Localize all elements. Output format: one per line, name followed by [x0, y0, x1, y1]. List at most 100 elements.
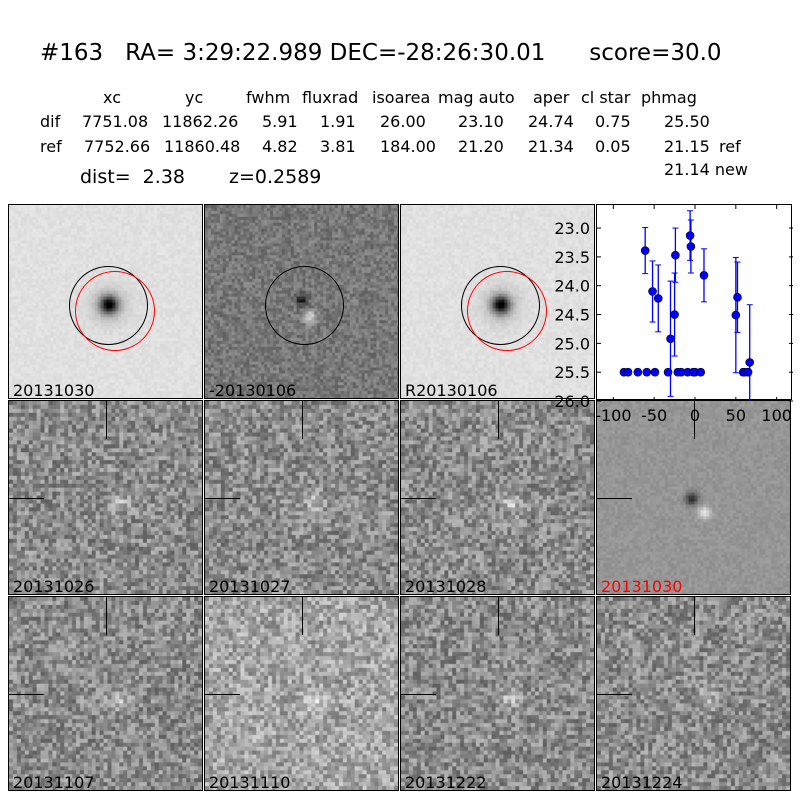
- col-header-phmag: phmag: [641, 88, 697, 107]
- data-point: [745, 358, 755, 367]
- cutout-image: [205, 401, 398, 594]
- light-curve-chart: 23.0 23.5 24.0 24.5 25.0 25.5 26.0 -100 -50 0 50 10…: [554, 204, 793, 425]
- col-header-aper: aper: [533, 88, 570, 107]
- data-point: [642, 367, 652, 377]
- panel-date-label: 20131030: [601, 577, 683, 595]
- table-cell: 21.15: [664, 137, 710, 156]
- crosshair-vertical: [302, 597, 303, 635]
- table-cell: 4.82: [262, 137, 298, 156]
- crosshair-vertical: [106, 401, 107, 439]
- figure-title: #163 RA= 3:29:22.989 DEC=-28:26:30.01 sc…: [40, 40, 722, 66]
- data-point: [731, 310, 741, 320]
- crosshair-vertical: [302, 401, 303, 439]
- table-cell: 21.34: [528, 137, 574, 156]
- cutout-panel: 20131030: [596, 400, 791, 595]
- col-header-isoarea: isoarea: [372, 88, 431, 107]
- cutout-panel: R20130106: [400, 204, 595, 399]
- x-tick-label: -50: [641, 406, 667, 425]
- crosshair-horizontal: [205, 694, 240, 695]
- cutout-image: [597, 401, 790, 594]
- data-point: [699, 271, 709, 280]
- cutout-image: [9, 401, 202, 594]
- data-point: [623, 367, 633, 377]
- table-cell: 25.50: [664, 112, 710, 131]
- panel-date-label: 20131028: [405, 577, 487, 595]
- row-suffix: ref: [719, 137, 741, 156]
- panel-date-label: R20130106: [405, 381, 498, 399]
- y-tick-label: 23.0: [554, 219, 590, 238]
- panel-date-label: -20130106: [209, 381, 297, 399]
- data-point: [650, 367, 660, 377]
- data-point: [743, 367, 753, 377]
- aperture-circle-red: [467, 271, 547, 351]
- light-curve-svg: 23.0 23.5 24.0 24.5 25.0 25.5 26.0 -100 -50 0 50 10…: [554, 205, 793, 425]
- row-label: dif: [40, 112, 61, 131]
- y-tick-label: 25.5: [554, 363, 590, 382]
- cutout-image: [401, 597, 594, 790]
- table-cell: 24.74: [528, 112, 574, 131]
- table-cell: 21.20: [458, 137, 504, 156]
- cutout-panel: 20131030: [8, 204, 203, 399]
- table-cell: 184.00: [380, 137, 436, 156]
- cutout-panel: 20131026: [8, 400, 203, 595]
- crosshair-horizontal: [401, 694, 436, 695]
- data-point: [733, 292, 742, 302]
- cutout-image: [205, 597, 398, 790]
- crosshair-vertical: [498, 597, 499, 635]
- crosshair-vertical: [694, 401, 695, 439]
- data-point: [653, 294, 663, 303]
- x-tick-label: 50: [726, 406, 746, 425]
- table-cell: 0.05: [595, 137, 631, 156]
- cutout-image: [401, 401, 594, 594]
- crosshair-horizontal: [401, 498, 436, 499]
- cutout-image: [597, 597, 790, 790]
- table-cell: 1.91: [320, 112, 356, 131]
- x-tick-label: 0: [690, 406, 700, 425]
- table-cell: 5.91: [262, 112, 298, 131]
- table-cell: 23.10: [458, 112, 504, 131]
- crosshair-horizontal: [9, 498, 44, 499]
- table-cell: 0.75: [595, 112, 631, 131]
- cutout-panel: 20131027: [204, 400, 399, 595]
- table-cell: 11862.26: [162, 112, 239, 131]
- col-header-fwhm: fwhm: [246, 88, 291, 107]
- data-point: [633, 367, 643, 377]
- crosshair-horizontal: [597, 498, 632, 499]
- y-tick-label: 24.5: [554, 306, 590, 325]
- col-header-yc: yc: [185, 88, 204, 107]
- panel-date-label: 20131030: [13, 381, 95, 399]
- x-tick-label: -100: [595, 406, 631, 425]
- cutout-panel: 20131224: [596, 596, 791, 791]
- redshift-value: z=0.2589: [229, 166, 322, 188]
- y-tick-label: 26.0: [554, 392, 590, 411]
- cutout-panel: 20131222: [400, 596, 595, 791]
- phmag-new: 21.14 new: [664, 160, 748, 179]
- data-point: [648, 287, 657, 296]
- panel-date-label: 20131224: [601, 773, 683, 791]
- row-label: ref: [40, 137, 62, 156]
- y-tick-label: 23.5: [554, 248, 590, 267]
- x-tick-label: 100: [761, 406, 792, 425]
- table-cell: 7751.08: [82, 112, 149, 131]
- col-header-cl-star: cl star: [581, 88, 631, 107]
- data-point: [686, 242, 696, 251]
- data-point: [663, 367, 673, 377]
- panel-date-label: 20131026: [13, 577, 95, 595]
- col-header-mag-auto: mag auto: [438, 88, 515, 107]
- table-cell: 7752.66: [84, 137, 151, 156]
- aperture-circle-black: [265, 266, 344, 345]
- panel-date-label: 20131110: [209, 773, 291, 791]
- crosshair-vertical: [694, 597, 695, 635]
- table-cell: 26.00: [380, 112, 426, 131]
- crosshair-vertical: [106, 597, 107, 635]
- table-cell: 3.81: [320, 137, 356, 156]
- data-point: [671, 250, 680, 260]
- crosshair-horizontal: [597, 694, 632, 695]
- cutout-panel: 20131028: [400, 400, 595, 595]
- cutout-panel: -20130106: [204, 204, 399, 399]
- crosshair-horizontal: [205, 498, 240, 499]
- panel-date-label: 20131107: [13, 773, 95, 791]
- crosshair-vertical: [498, 401, 499, 439]
- cutout-panel: 20131107: [8, 596, 203, 791]
